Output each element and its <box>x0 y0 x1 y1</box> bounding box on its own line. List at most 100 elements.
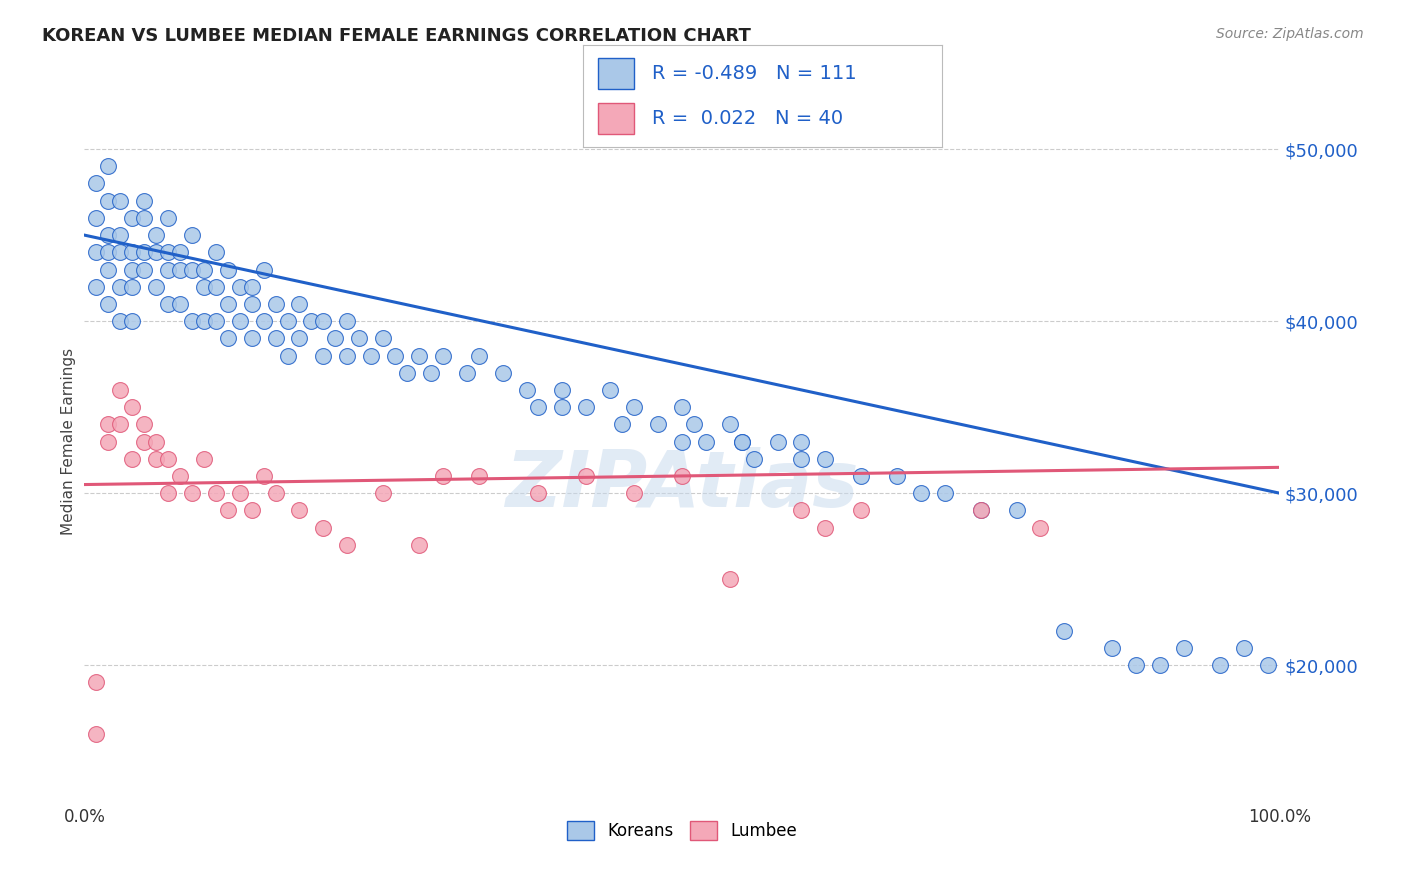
Point <box>886 469 908 483</box>
Point <box>217 262 239 277</box>
Point <box>599 383 621 397</box>
Point <box>145 434 167 449</box>
Point <box>145 451 167 466</box>
Point <box>1209 658 1232 673</box>
Point <box>718 572 741 586</box>
Point <box>1125 658 1147 673</box>
Point <box>217 503 239 517</box>
Point <box>181 486 204 500</box>
Point <box>121 451 143 466</box>
Point <box>97 245 120 260</box>
Point <box>623 486 645 500</box>
Point <box>671 434 693 449</box>
Point <box>110 194 132 208</box>
Point <box>264 486 287 500</box>
Point <box>193 279 215 293</box>
Point <box>575 400 598 414</box>
Text: R =  0.022   N = 40: R = 0.022 N = 40 <box>651 109 842 128</box>
Point <box>277 314 299 328</box>
Point <box>181 262 204 277</box>
Point <box>121 262 143 277</box>
Text: Source: ZipAtlas.com: Source: ZipAtlas.com <box>1216 27 1364 41</box>
Point <box>970 503 993 517</box>
Point <box>1101 640 1123 655</box>
Point <box>349 331 371 345</box>
Point <box>110 417 132 432</box>
Point <box>312 520 335 534</box>
Point <box>240 297 263 311</box>
Point <box>373 331 395 345</box>
Point <box>86 177 108 191</box>
Point <box>312 349 335 363</box>
Point <box>157 486 180 500</box>
Text: R = -0.489   N = 111: R = -0.489 N = 111 <box>651 64 856 83</box>
Point <box>205 245 228 260</box>
Point <box>97 194 120 208</box>
Point <box>851 469 873 483</box>
Point <box>253 469 276 483</box>
Point <box>396 366 419 380</box>
Point <box>132 434 156 449</box>
Point <box>121 400 143 414</box>
Point <box>551 383 574 397</box>
Bar <box>598 103 634 134</box>
Point <box>110 228 132 243</box>
Point <box>193 262 215 277</box>
Point <box>408 538 430 552</box>
Point <box>229 486 252 500</box>
Point <box>766 434 789 449</box>
Point <box>240 331 263 345</box>
Point <box>647 417 669 432</box>
Point <box>492 366 515 380</box>
Point <box>456 366 478 380</box>
Legend: Koreans, Lumbee: Koreans, Lumbee <box>558 813 806 848</box>
Point <box>121 245 143 260</box>
Point <box>288 503 311 517</box>
Point <box>132 245 156 260</box>
Point <box>110 383 132 397</box>
Point <box>253 314 276 328</box>
Point <box>86 279 108 293</box>
Point <box>671 469 693 483</box>
Point <box>1005 503 1028 517</box>
Point <box>169 245 191 260</box>
Point <box>516 383 538 397</box>
Point <box>132 211 156 225</box>
Point <box>145 228 167 243</box>
Point <box>718 417 741 432</box>
Point <box>110 245 132 260</box>
Point <box>264 331 287 345</box>
Point <box>86 245 108 260</box>
Point <box>420 366 443 380</box>
Y-axis label: Median Female Earnings: Median Female Earnings <box>60 348 76 535</box>
Point <box>432 469 454 483</box>
Point <box>1029 520 1052 534</box>
Point <box>217 297 239 311</box>
Point <box>790 451 813 466</box>
Point <box>157 451 180 466</box>
Point <box>132 262 156 277</box>
Point <box>264 297 287 311</box>
Point <box>169 469 191 483</box>
Point <box>205 486 228 500</box>
Point <box>742 451 765 466</box>
Point <box>731 434 754 449</box>
Point <box>253 262 276 277</box>
Point <box>288 331 311 345</box>
Point <box>229 279 252 293</box>
Point <box>169 262 191 277</box>
Point <box>790 503 813 517</box>
Point <box>408 349 430 363</box>
Point <box>181 314 204 328</box>
Point <box>229 314 252 328</box>
Point <box>132 194 156 208</box>
Point <box>181 228 204 243</box>
Point <box>217 331 239 345</box>
Point <box>110 314 132 328</box>
Point <box>157 297 180 311</box>
Point <box>814 520 837 534</box>
Point <box>527 486 550 500</box>
Point <box>193 451 215 466</box>
Point <box>527 400 550 414</box>
Point <box>910 486 932 500</box>
